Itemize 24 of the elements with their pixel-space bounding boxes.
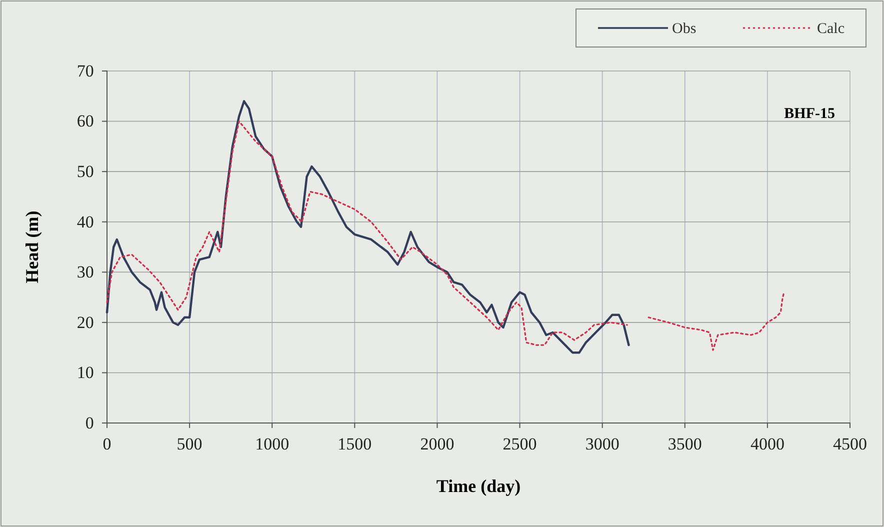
y-tick-label: 20 [76,312,94,332]
y-tick-label: 50 [76,162,94,182]
x-tick-label: 4000 [750,434,784,454]
x-tick-label: 0 [102,434,112,454]
legend-label: Calc [817,21,845,37]
x-tick-label: 500 [176,434,202,454]
y-tick-label: 70 [76,61,94,80]
annotation: BHF-15 [784,106,835,122]
legend-label: Obs [672,21,696,37]
x-axis-title: Time (day) [436,476,521,496]
x-tick-label: 3500 [668,434,702,454]
x-tick-label: 2500 [502,434,537,454]
y-axis-title: Head (m) [22,210,42,284]
y-tick-label: 30 [76,262,94,282]
x-tick-label: 3000 [585,434,620,454]
x-tick-label: 4500 [833,434,867,454]
y-tick-label: 10 [76,363,94,382]
y-tick-label: 0 [85,413,94,432]
x-tick-label: 2000 [420,434,454,454]
line-series [106,100,630,354]
x-tick-label: 1500 [338,434,372,454]
x-tick-label: 1000 [255,434,290,454]
y-tick-label: 60 [76,112,94,131]
y-tick-label: 40 [76,212,94,232]
